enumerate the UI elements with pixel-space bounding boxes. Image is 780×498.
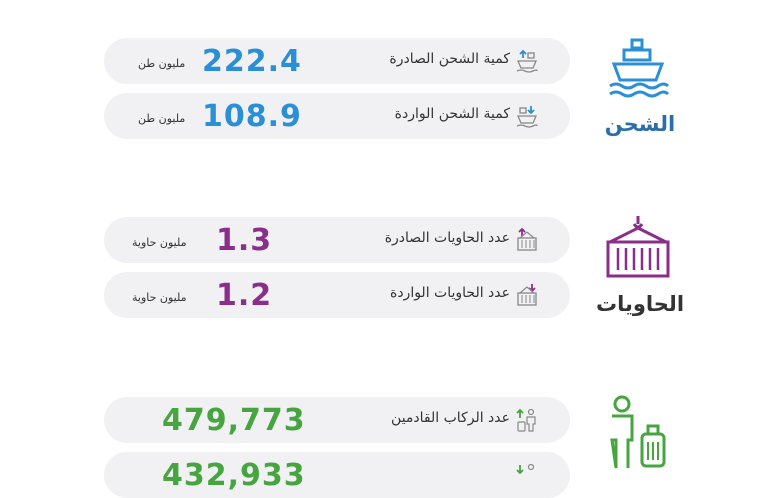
passengers-departure-row: 432,933 [104, 452, 570, 498]
passengers-departure-value: 432,933 [162, 458, 306, 493]
shipping-import-row: مليون طن 108.9 كمية الشحن الواردة [104, 93, 570, 139]
passenger-arrival-icon [516, 408, 538, 432]
shipping-import-unit: مليون طن [138, 112, 186, 125]
shipping-title: الشحن [604, 112, 676, 136]
shipping-import-label: كمية الشحن الواردة [394, 106, 510, 122]
containers-export-value: 1.3 [216, 223, 273, 258]
ship-export-icon [516, 49, 538, 73]
passengers-arrival-row: 479,773 عدد الركاب القادمين [104, 397, 570, 443]
containers-import-label: عدد الحاويات الواردة [389, 285, 510, 301]
passenger-luggage-icon [604, 394, 668, 470]
containers-import-row: مليون حاوية 1.2 عدد الحاويات الواردة [104, 272, 570, 318]
shipping-export-label: كمية الشحن الصادرة [389, 51, 510, 67]
containers-title: الحاويات [595, 292, 685, 316]
shipping-export-row: مليون طن 222.4 كمية الشحن الصادرة [104, 38, 570, 84]
shipping-export-unit: مليون طن [138, 57, 186, 70]
ship-import-icon [516, 104, 538, 128]
container-import-icon [516, 283, 538, 307]
containers-export-row: مليون حاوية 1.3 عدد الحاويات الصادرة [104, 217, 570, 263]
shipping-export-value: 222.4 [202, 44, 302, 79]
container-export-icon [516, 227, 538, 252]
ship-icon [606, 36, 670, 100]
containers-export-label: عدد الحاويات الصادرة [384, 230, 510, 246]
containers-import-unit: مليون حاوية [132, 291, 187, 304]
shipping-import-value: 108.9 [202, 99, 302, 134]
container-crane-icon [604, 214, 672, 282]
passenger-departure-icon [516, 463, 538, 487]
containers-import-value: 1.2 [216, 278, 273, 313]
passengers-arrival-label: عدد الركاب القادمين [391, 410, 510, 426]
containers-export-unit: مليون حاوية [132, 236, 187, 249]
passengers-arrival-value: 479,773 [162, 403, 306, 438]
